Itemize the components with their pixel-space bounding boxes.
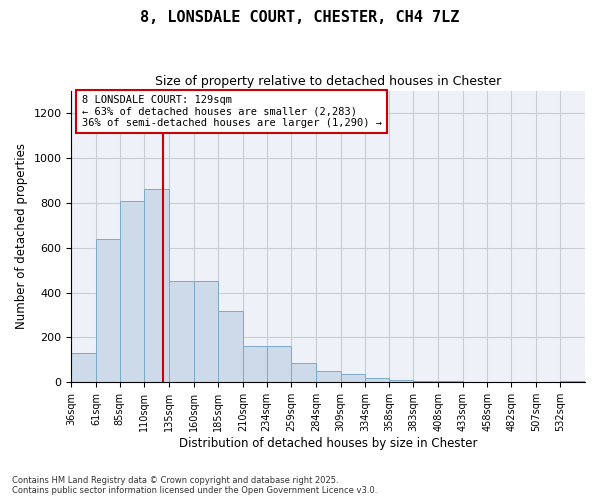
Text: 8 LONSDALE COURT: 129sqm
← 63% of detached houses are smaller (2,283)
36% of sem: 8 LONSDALE COURT: 129sqm ← 63% of detach…: [82, 95, 382, 128]
Bar: [341, 374, 365, 382]
Bar: [218, 310, 243, 382]
Text: 8, LONSDALE COURT, CHESTER, CH4 7LZ: 8, LONSDALE COURT, CHESTER, CH4 7LZ: [140, 10, 460, 25]
Bar: [316, 371, 341, 382]
Title: Size of property relative to detached houses in Chester: Size of property relative to detached ho…: [155, 75, 502, 88]
Bar: [365, 378, 389, 382]
Bar: [120, 200, 145, 382]
Bar: [389, 380, 413, 382]
Bar: [145, 190, 169, 382]
Bar: [96, 238, 120, 382]
Bar: [438, 381, 463, 382]
Y-axis label: Number of detached properties: Number of detached properties: [15, 144, 28, 330]
Bar: [169, 282, 194, 382]
Bar: [413, 381, 438, 382]
Text: Contains HM Land Registry data © Crown copyright and database right 2025.
Contai: Contains HM Land Registry data © Crown c…: [12, 476, 377, 495]
Bar: [243, 346, 266, 382]
Bar: [291, 364, 316, 382]
Bar: [194, 282, 218, 382]
X-axis label: Distribution of detached houses by size in Chester: Distribution of detached houses by size …: [179, 437, 478, 450]
Bar: [560, 380, 585, 382]
Bar: [71, 353, 96, 382]
Bar: [266, 346, 291, 382]
